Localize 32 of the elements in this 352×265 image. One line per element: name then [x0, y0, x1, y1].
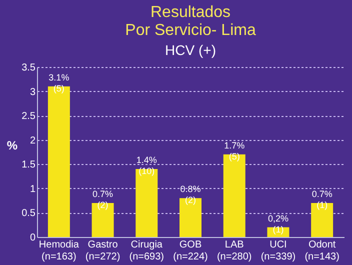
bar [48, 86, 70, 237]
x-tick-label: Odont (n=143) [304, 240, 340, 262]
bar [180, 198, 202, 237]
y-tick-label: 3.5 [22, 62, 36, 74]
y-tick-label: 1.5 [22, 160, 36, 171]
y-tick-label: 3 [30, 86, 36, 98]
y-tick-label: 1 [30, 184, 36, 195]
x-tick-label: Hemodia (n=163) [38, 240, 80, 262]
y-axis-title: % [6, 138, 18, 152]
x-tick-label: Cirugia (n=693) [129, 240, 164, 262]
chart-title: Resultados [150, 4, 231, 21]
x-tick-label: UCI (n=339) [260, 240, 296, 262]
data-label: 0.8% (2) [180, 184, 201, 206]
x-tick-label: GOB (n=224) [173, 240, 208, 262]
y-tick-label: 0.5 [22, 208, 36, 220]
bar [92, 203, 114, 237]
x-tick-label: LAB (n=280) [216, 240, 252, 262]
data-label: 1.7% (5) [224, 140, 245, 162]
data-label: 0.7% (2) [92, 189, 114, 210]
data-label: 0,2% (1) [268, 213, 288, 234]
bar [136, 169, 158, 237]
y-tick-label: 0 [30, 232, 36, 244]
y-tick-label: 2 [30, 135, 36, 146]
y-tick-label: 2.5 [22, 111, 36, 122]
data-label: 1.4% (10) [136, 155, 157, 176]
chart-subtitle: Por Servicio- Lima [125, 22, 256, 39]
bar [223, 154, 246, 237]
bar [311, 203, 334, 237]
x-tick-label: Gastro (n=272) [85, 240, 120, 262]
text: HCV (+) [165, 42, 216, 58]
data-label: 0.7% (1) [312, 189, 332, 210]
data-label: 3.1% (5) [48, 72, 70, 94]
